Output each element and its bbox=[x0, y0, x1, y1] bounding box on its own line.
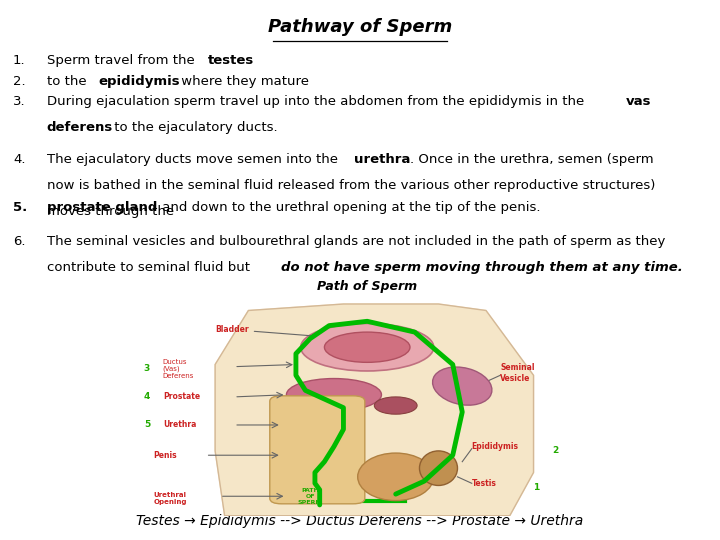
Ellipse shape bbox=[287, 379, 382, 411]
Polygon shape bbox=[215, 304, 534, 516]
Ellipse shape bbox=[301, 323, 433, 371]
FancyBboxPatch shape bbox=[270, 396, 365, 504]
Text: 2.: 2. bbox=[13, 75, 26, 87]
Text: contribute to seminal fluid but: contribute to seminal fluid but bbox=[47, 261, 254, 274]
Text: prostate gland: prostate gland bbox=[47, 201, 157, 214]
Text: Sperm travel from the: Sperm travel from the bbox=[47, 54, 199, 67]
Text: Urethra: Urethra bbox=[163, 421, 197, 429]
Text: 5.: 5. bbox=[13, 201, 27, 214]
Text: testes: testes bbox=[208, 54, 254, 67]
Text: Testis: Testis bbox=[472, 479, 497, 488]
Text: Testes → Epididymis --> Ductus Deferens --> Prostate → Urethra: Testes → Epididymis --> Ductus Deferens … bbox=[136, 514, 584, 528]
Text: urethra: urethra bbox=[354, 153, 410, 166]
Text: Path of Sperm: Path of Sperm bbox=[317, 280, 418, 293]
Text: The seminal vesicles and bulbourethral glands are not included in the path of sp: The seminal vesicles and bulbourethral g… bbox=[47, 235, 665, 248]
Text: 3: 3 bbox=[144, 364, 150, 373]
Text: and down to the urethral opening at the tip of the penis.: and down to the urethral opening at the … bbox=[158, 201, 540, 214]
Text: vas: vas bbox=[625, 95, 651, 108]
Text: During ejaculation sperm travel up into the abdomen from the epididymis in the: During ejaculation sperm travel up into … bbox=[47, 95, 588, 108]
Text: Penis: Penis bbox=[153, 451, 177, 460]
Text: 6.: 6. bbox=[13, 235, 25, 248]
Text: epididymis: epididymis bbox=[98, 75, 180, 87]
Text: where they mature: where they mature bbox=[177, 75, 309, 87]
Text: . Once in the urethra, semen (sperm: . Once in the urethra, semen (sperm bbox=[410, 153, 654, 166]
Text: Prostate: Prostate bbox=[163, 393, 200, 401]
Text: Bladder: Bladder bbox=[215, 325, 315, 338]
Text: Ductus
(Vas)
Deferens: Ductus (Vas) Deferens bbox=[163, 359, 194, 379]
Ellipse shape bbox=[325, 332, 410, 362]
Text: 1: 1 bbox=[534, 483, 540, 492]
Text: to the: to the bbox=[47, 75, 91, 87]
Text: deferens: deferens bbox=[47, 121, 113, 134]
Text: 1.: 1. bbox=[13, 54, 26, 67]
Text: 4.: 4. bbox=[13, 153, 25, 166]
Text: 5: 5 bbox=[144, 421, 150, 429]
Text: Urethral
Opening: Urethral Opening bbox=[153, 492, 187, 505]
Text: Seminal
Vesicle: Seminal Vesicle bbox=[500, 363, 535, 383]
Text: PATH
OF
SPERM: PATH OF SPERM bbox=[298, 488, 323, 505]
Text: Epididymis: Epididymis bbox=[472, 442, 518, 451]
Text: moves through the: moves through the bbox=[47, 205, 174, 218]
Text: 4: 4 bbox=[144, 393, 150, 401]
Ellipse shape bbox=[374, 397, 417, 414]
Text: to the ejaculatory ducts.: to the ejaculatory ducts. bbox=[110, 121, 278, 134]
Ellipse shape bbox=[420, 451, 457, 485]
Text: 2: 2 bbox=[552, 447, 559, 455]
Ellipse shape bbox=[358, 453, 433, 501]
Text: Pathway of Sperm: Pathway of Sperm bbox=[268, 18, 452, 36]
Text: do not have sperm moving through them at any time.: do not have sperm moving through them at… bbox=[281, 261, 683, 274]
Ellipse shape bbox=[433, 367, 492, 405]
Text: now is bathed in the seminal fluid released from the various other reproductive : now is bathed in the seminal fluid relea… bbox=[47, 179, 655, 192]
Text: The ejaculatory ducts move semen into the: The ejaculatory ducts move semen into th… bbox=[47, 153, 342, 166]
Text: 3.: 3. bbox=[13, 95, 26, 108]
